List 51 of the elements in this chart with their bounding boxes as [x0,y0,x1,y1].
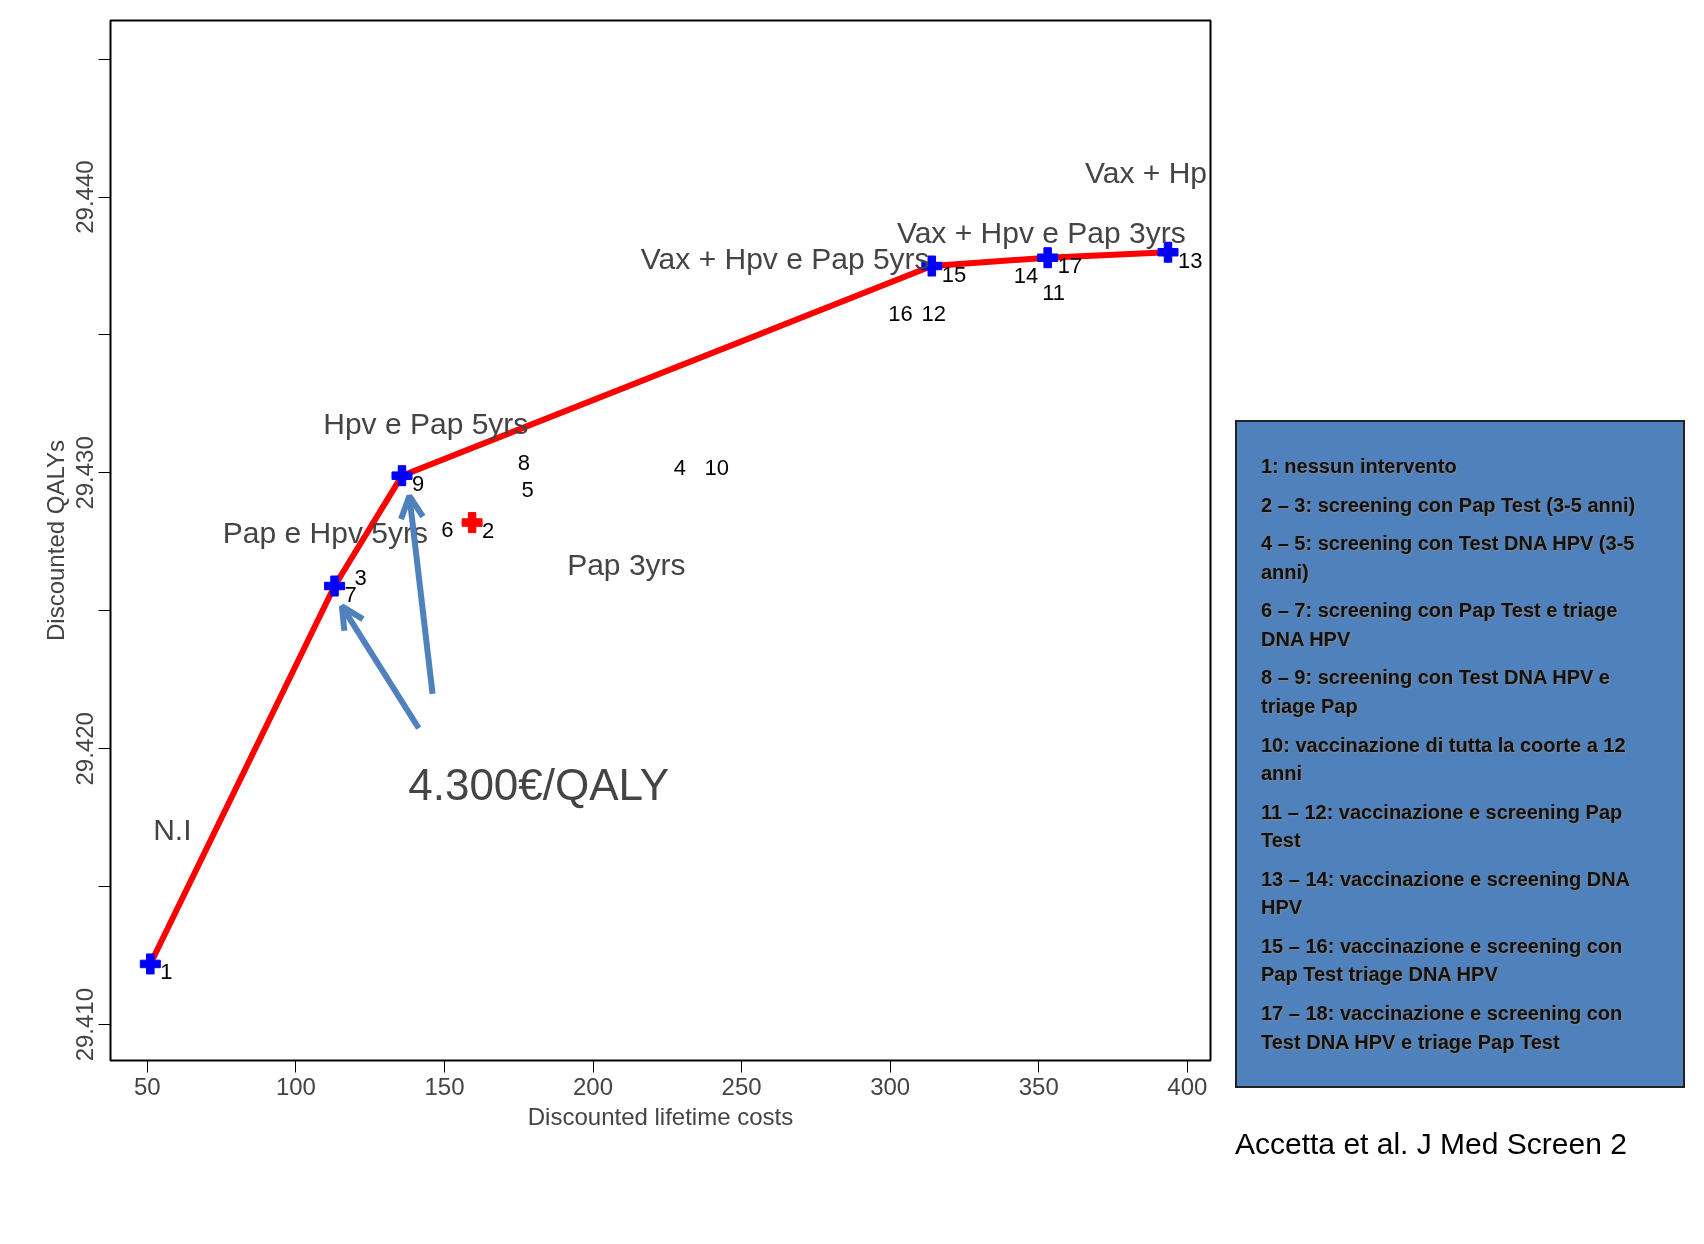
y-tick-label: 29.410 [71,987,99,1062]
y-axis-title: Discounted QALYs [41,439,69,641]
annotation: 9 [411,471,425,497]
annotation: 10 [704,455,730,481]
y-tick-label: 29.420 [71,712,99,786]
x-tick-label: 350 [1018,1072,1059,1100]
annotation: 4.300€/QALY [408,759,670,809]
x-tick-label: 300 [870,1072,911,1100]
annotation: 4 [673,455,687,481]
text: 8 – 9: screening con Test DNA HPV e triage Pap [1261,665,1611,719]
annotation: Hpv e Pap 5yrs [323,407,529,441]
text: 13 – 14: vaccinazione e screening DNA HPV [1261,866,1631,921]
annotation: 12 [921,300,946,326]
y-tick-label: 29.440 [71,160,99,234]
annotation: 13 [1178,247,1203,273]
point [391,465,413,487]
annotation: 11 [1042,280,1066,306]
annotation: Pap 3yrs [567,547,686,581]
x-tick-label: 150 [424,1072,465,1100]
text: 11 – 12: vaccinazione e screening Pap Test [1261,799,1624,854]
text: 15 – 16: vaccinazione e screening con Pap Test triage DNA HPV [1261,933,1624,988]
x-tick-label: 200 [573,1072,614,1100]
y-tick-label: 29.430 [71,436,99,510]
annotation: 1 [160,959,173,985]
annotation: 5 [521,476,534,502]
annotation: 8 [517,450,531,476]
annotation: Vax + Hp [1085,155,1208,189]
x-tick-label: 400 [1167,1072,1208,1100]
annotation: N.I [153,813,192,846]
annotation: 6 [441,517,454,543]
annotation: 15 [941,261,967,287]
annotation: 2 [482,518,495,544]
text: 17 – 18: vaccinazione e screening con Test DNA HPV e triage Pap Test [1261,1001,1624,1055]
x-tick-label: 250 [721,1072,762,1100]
x-tick-label: 100 [275,1072,316,1100]
annotation: 17 [1057,253,1083,279]
annotation: 14 [1013,262,1039,288]
text: Accetta et al. J Med Screen 2 [1235,1126,1627,1163]
point [324,575,346,597]
point [1037,247,1059,269]
x-axis-title: Discounted lifetime costs [527,1102,794,1130]
text: 10: vaccinazione di tutta la coorte a 12 anni [1261,732,1627,787]
text: 2 – 3: screening con Pap Test (3-5 anni) [1261,492,1637,518]
x-tick-label: 50 [134,1072,161,1100]
point [139,953,161,975]
annotation: Vax + Hpv e Pap 3yrs [896,215,1186,249]
text: 4 – 5: screening con Test DNA HPV (3-5 anni) [1261,531,1636,585]
point [461,512,483,534]
text: 6 – 7: screening con Pap Test e triage DNA HPV [1261,598,1619,652]
annotation: 16 [888,300,913,326]
text: 1: nessun intervento [1261,454,1458,479]
